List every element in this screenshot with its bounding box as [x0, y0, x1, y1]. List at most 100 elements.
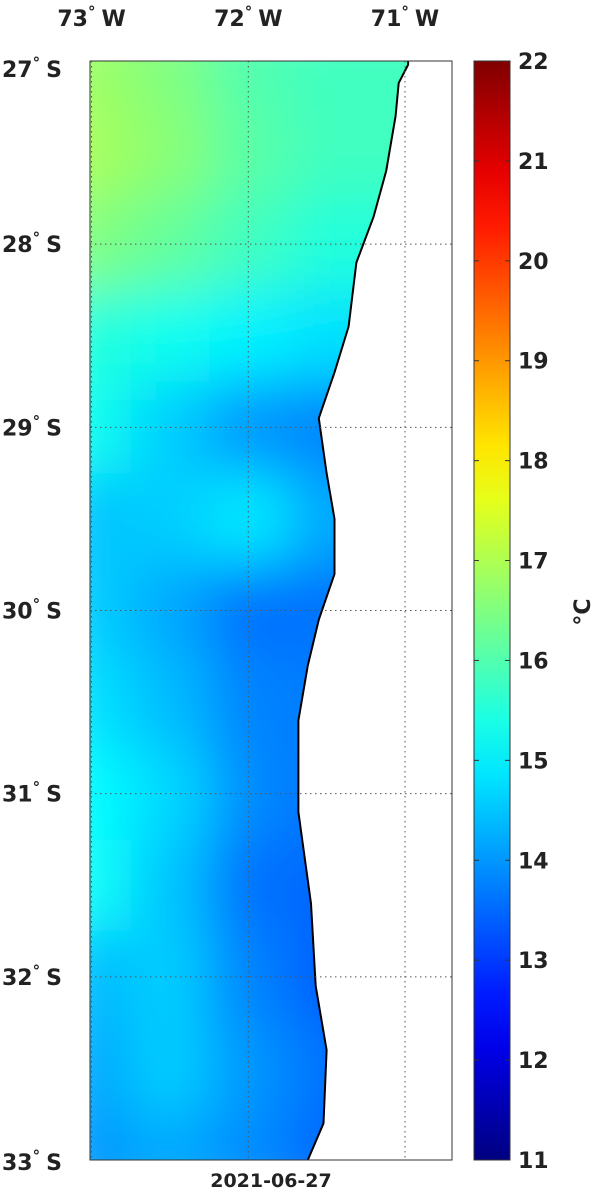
colorbar-tick-label: 22	[518, 50, 549, 75]
colorbar-tick-label: 14	[518, 849, 549, 874]
sst-cell	[130, 1022, 211, 1116]
degree-symbol: °	[33, 1147, 41, 1165]
tick-number: 31	[2, 783, 33, 808]
tick-number: 33	[2, 1151, 33, 1176]
latitude-labels: 27° S28° S29° S30° S31° S32° S33° S	[2, 54, 62, 1176]
colorbar-tick-label: 13	[518, 949, 549, 974]
colorbar-tick-label: 11	[518, 1149, 549, 1174]
degree-symbol: °	[33, 54, 41, 72]
sst-cell	[90, 931, 132, 1024]
sst-cell	[209, 839, 289, 933]
sst-cell	[209, 1022, 289, 1116]
tick-number: 29	[2, 416, 33, 441]
tick-number: 28	[2, 233, 33, 258]
colorbar-tick-label: 20	[518, 250, 549, 275]
degree-symbol: °	[401, 3, 409, 21]
sst-cell	[209, 1114, 289, 1160]
lon-tick-label-text: 71° W	[371, 3, 439, 32]
map-frame	[89, 60, 453, 1161]
tick-number: 71	[371, 7, 402, 32]
hemisphere-letter: S	[46, 783, 62, 808]
hemisphere-letter: S	[46, 1151, 62, 1176]
lat-tick-label-text: 30° S	[2, 596, 62, 625]
lon-tick-label: 71° W	[371, 3, 439, 32]
hemisphere-letter: S	[46, 416, 62, 441]
lat-tick-label: 31° S	[2, 779, 62, 808]
sst-cell	[130, 656, 211, 749]
sst-cell	[209, 473, 289, 566]
tick-number: 30	[2, 600, 33, 625]
colorbar-ramp	[473, 60, 511, 1161]
sst-cell	[130, 61, 211, 108]
colorbar: 11 12 13 14 15 16 17 18 19 20 21 22 °C	[473, 50, 593, 1174]
lon-tick-label-text: 73° W	[57, 3, 125, 32]
sst-cell	[209, 290, 289, 383]
tick-number: 73	[57, 7, 88, 32]
tick-number: 27	[2, 58, 33, 83]
lat-tick-label: 27° S	[2, 54, 62, 83]
colorbar-tick-label: 21	[518, 150, 549, 175]
hemisphere-letter: S	[46, 58, 62, 83]
tick-number: 72	[214, 7, 245, 32]
lat-tick-label-text: 32° S	[2, 962, 62, 991]
sst-cell	[130, 473, 211, 566]
lat-tick-label-text: 29° S	[2, 412, 62, 441]
sst-cell	[130, 1114, 211, 1160]
lon-tick-label: 72° W	[214, 3, 282, 32]
lat-tick-label: 30° S	[2, 596, 62, 625]
sst-cell	[130, 290, 211, 383]
lat-tick-label-text: 31° S	[2, 779, 62, 808]
degree-symbol: °	[33, 229, 41, 247]
sst-cell	[130, 106, 211, 200]
longitude-labels: 73° W 72° W 71° W	[57, 3, 439, 32]
sst-cell	[90, 61, 132, 108]
lon-tick-label-text: 72° W	[214, 3, 282, 32]
map-gridlines	[90, 61, 452, 1160]
lat-tick-label-text: 27° S	[2, 54, 62, 83]
sst-cell	[90, 1022, 132, 1116]
hemisphere-letter: S	[46, 600, 62, 625]
sst-cell	[90, 839, 132, 933]
lat-tick-label: 28° S	[2, 229, 62, 258]
sst-cell	[130, 747, 211, 841]
colorbar-ticks: 11 12 13 14 15 16 17 18 19 20 21 22	[474, 50, 549, 1174]
sst-cell	[90, 564, 132, 658]
sst-cell	[90, 106, 132, 200]
sst-cell	[90, 656, 132, 749]
map-plot-area	[89, 60, 453, 1161]
colorbar-tick-label: 16	[518, 649, 549, 674]
sst-cell	[209, 656, 289, 749]
sst-cell	[90, 473, 132, 566]
degree-symbol: °	[245, 3, 253, 21]
sst-cell	[130, 839, 211, 933]
lat-tick-label: 33° S	[2, 1147, 62, 1176]
degree-symbol: °	[33, 962, 41, 980]
sst-cell	[209, 61, 289, 108]
sst-cell	[209, 106, 289, 200]
lat-tick-label-text: 33° S	[2, 1147, 62, 1176]
lat-tick-label-text: 28° S	[2, 229, 62, 258]
colorbar-tick-label: 17	[518, 550, 549, 575]
lat-tick-label: 32° S	[2, 962, 62, 991]
colorbar-tick-label: 15	[518, 749, 549, 774]
degree-symbol: °	[33, 412, 41, 430]
colorbar-tick-label: 12	[518, 1049, 549, 1074]
hemisphere-letter: W	[101, 7, 125, 32]
lon-tick-label: 73° W	[57, 3, 125, 32]
hemisphere-letter: S	[46, 233, 62, 258]
hemisphere-letter: W	[258, 7, 282, 32]
colorbar-unit-label: °C	[571, 598, 593, 625]
degree-symbol: °	[33, 596, 41, 614]
hemisphere-letter: W	[415, 7, 439, 32]
sst-cell	[209, 747, 289, 841]
hemisphere-letter: S	[46, 966, 62, 991]
degree-symbol: °	[33, 779, 41, 797]
sst-cell	[209, 198, 289, 291]
sst-cell	[90, 1114, 132, 1160]
tick-number: 32	[2, 966, 33, 991]
colorbar-tick-label: 18	[518, 450, 549, 475]
sst-cell	[90, 198, 132, 291]
sst-cell	[90, 747, 132, 841]
lat-tick-label: 29° S	[2, 412, 62, 441]
